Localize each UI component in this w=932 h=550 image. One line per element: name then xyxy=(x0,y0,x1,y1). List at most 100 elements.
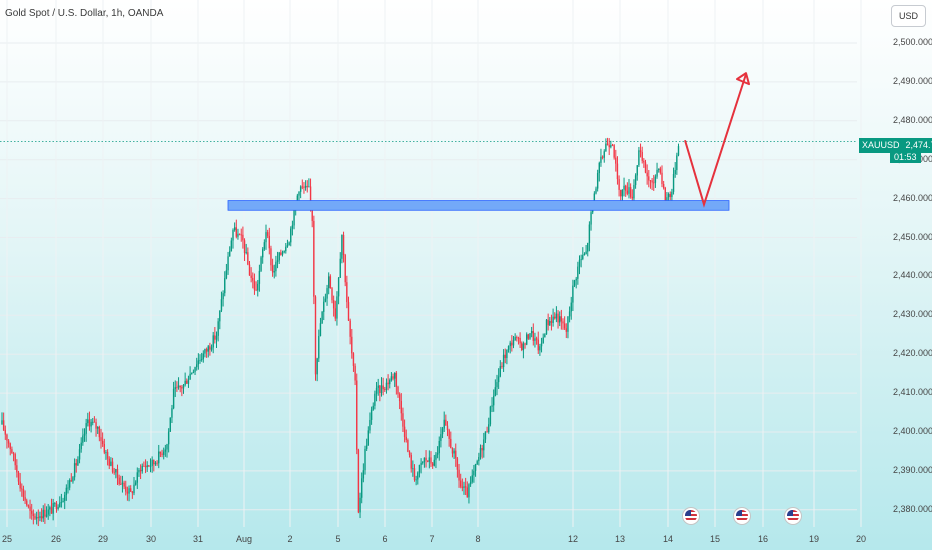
candle xyxy=(677,143,680,157)
candle xyxy=(431,462,434,469)
candle xyxy=(182,384,185,394)
candle xyxy=(255,281,257,292)
candle xyxy=(204,348,206,358)
candle xyxy=(641,146,643,164)
candle xyxy=(288,241,290,246)
y-tick-label: 2,390.000 xyxy=(893,464,932,475)
candle xyxy=(653,174,655,191)
candle xyxy=(328,272,330,295)
x-tick-label: 13 xyxy=(614,534,626,544)
candle xyxy=(133,476,135,496)
candle xyxy=(83,428,86,442)
candle xyxy=(98,425,101,442)
candle xyxy=(479,444,482,460)
last-price-label: XAUUSD 2,474.720 xyxy=(859,138,932,153)
candle xyxy=(265,224,267,250)
projection-arrow-line[interactable] xyxy=(684,73,747,208)
us-flag-event-icon[interactable] xyxy=(682,507,700,525)
last-price-value: 2,474.720 xyxy=(905,140,932,150)
candle xyxy=(516,335,518,342)
candle xyxy=(27,504,30,509)
candle xyxy=(596,169,599,192)
us-flag-event-icon[interactable] xyxy=(733,507,751,525)
x-tick-label: 20 xyxy=(855,534,867,544)
candle xyxy=(215,331,218,348)
candle xyxy=(519,332,521,348)
candle xyxy=(352,352,355,372)
candle xyxy=(578,255,581,275)
candle xyxy=(7,438,10,448)
candle xyxy=(148,464,150,468)
candle xyxy=(139,464,142,480)
candle xyxy=(405,429,407,443)
candle xyxy=(253,273,256,295)
x-tick-label: 26 xyxy=(50,534,62,544)
candle xyxy=(489,405,492,427)
candle xyxy=(422,461,424,465)
candle xyxy=(585,245,587,255)
candle xyxy=(644,159,647,174)
candle xyxy=(598,161,600,182)
candle xyxy=(380,377,383,397)
candle xyxy=(136,467,138,489)
candle xyxy=(186,378,188,384)
candle xyxy=(118,474,120,486)
candle xyxy=(575,276,577,289)
candle xyxy=(451,447,454,458)
candle xyxy=(93,416,96,423)
candle xyxy=(389,378,391,389)
candle xyxy=(111,457,114,474)
candle xyxy=(67,480,69,494)
candle xyxy=(232,228,234,249)
candle xyxy=(438,436,440,461)
y-tick-label: 2,480.000 xyxy=(893,114,932,125)
candle xyxy=(130,485,132,492)
y-tick-label: 2,460.000 xyxy=(893,192,932,203)
candle xyxy=(77,456,79,466)
y-tick-label: 2,410.000 xyxy=(893,387,932,398)
x-tick-label: 15 xyxy=(709,534,721,544)
candle xyxy=(486,426,488,433)
candle xyxy=(212,331,214,354)
candle xyxy=(149,458,152,473)
candle xyxy=(11,446,13,454)
support-zone-rectangle[interactable] xyxy=(227,200,730,211)
candle xyxy=(560,309,563,330)
candle xyxy=(537,331,539,354)
candle xyxy=(436,446,439,459)
candle xyxy=(676,152,678,175)
candle xyxy=(29,499,31,519)
candle xyxy=(49,505,51,517)
candle xyxy=(250,267,252,283)
us-flag-event-icon[interactable] xyxy=(784,507,802,525)
candle xyxy=(219,310,221,330)
candle xyxy=(672,167,675,195)
candle xyxy=(501,362,503,369)
candle xyxy=(502,349,505,372)
candle xyxy=(473,464,475,483)
candle xyxy=(4,425,6,440)
candle xyxy=(323,296,325,321)
currency-button[interactable]: USD xyxy=(891,5,926,27)
candle xyxy=(648,170,650,188)
candle xyxy=(331,287,333,304)
candle xyxy=(370,406,373,425)
candle xyxy=(6,433,8,449)
candle xyxy=(159,451,162,458)
x-tick-label: 19 xyxy=(808,534,820,544)
candle xyxy=(78,443,81,464)
candle xyxy=(2,412,5,432)
candle xyxy=(580,254,582,268)
candle xyxy=(547,313,549,331)
candle xyxy=(47,503,49,520)
candle xyxy=(349,318,351,345)
candle xyxy=(176,381,178,392)
candle xyxy=(161,449,163,458)
y-tick-label: 2,450.000 xyxy=(893,231,932,242)
candle xyxy=(603,149,605,163)
candle xyxy=(110,457,112,467)
candle xyxy=(468,483,470,504)
candle xyxy=(134,480,137,486)
candle xyxy=(290,226,292,247)
